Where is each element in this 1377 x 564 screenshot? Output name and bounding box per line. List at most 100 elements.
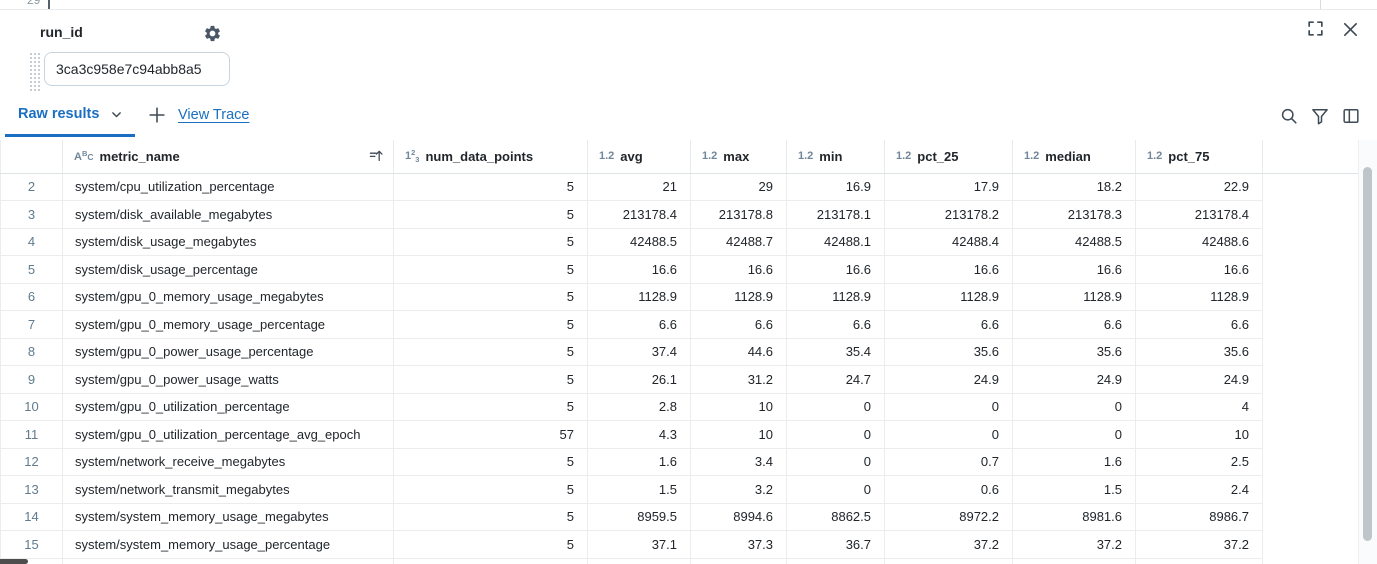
value-cell[interactable]: 6.6: [1135, 310, 1263, 339]
value-cell[interactable]: 8994.6: [690, 503, 787, 531]
close-icon[interactable]: [1340, 19, 1361, 40]
value-cell[interactable]: 36.7: [786, 530, 885, 559]
metric-name-cell[interactable]: system/gpu_0_utilization_percentage_avg_…: [62, 420, 394, 449]
value-cell[interactable]: 0.6: [884, 475, 1013, 504]
value-cell[interactable]: 1.6: [1012, 448, 1136, 476]
value-cell[interactable]: 5: [393, 255, 588, 284]
value-cell[interactable]: 5: [393, 530, 588, 559]
value-cell[interactable]: 5: [393, 228, 588, 256]
value-cell[interactable]: 1.5: [587, 475, 691, 504]
value-cell[interactable]: 24.9: [884, 365, 1013, 394]
metric-name-cell[interactable]: system/disk_available_megabytes: [62, 200, 394, 229]
value-cell[interactable]: 5: [393, 310, 588, 339]
value-cell[interactable]: 29: [690, 173, 787, 201]
metric-name-cell[interactable]: system/gpu_0_power_usage_watts: [62, 365, 394, 394]
value-cell[interactable]: 0: [786, 475, 885, 504]
value-cell[interactable]: 10: [690, 420, 787, 449]
value-cell[interactable]: 37.2: [1012, 530, 1136, 559]
row-number[interactable]: 11: [0, 420, 63, 449]
metric-name-cell[interactable]: system/gpu_0_memory_usage_percentage: [62, 310, 394, 339]
value-cell[interactable]: 213178.8: [690, 200, 787, 229]
value-cell[interactable]: 0: [786, 393, 885, 421]
value-cell[interactable]: 37.2: [884, 530, 1013, 559]
vertical-scrollbar-track[interactable]: [1358, 140, 1377, 564]
value-cell[interactable]: 10: [1135, 420, 1263, 449]
value-cell[interactable]: 26.1: [587, 365, 691, 394]
value-cell[interactable]: 16.6: [1135, 255, 1263, 284]
metric-name-cell[interactable]: system/disk_usage_percentage: [62, 255, 394, 284]
value-cell[interactable]: 35.6: [1135, 338, 1263, 366]
value-cell[interactable]: 6.6: [587, 310, 691, 339]
value-cell[interactable]: 37.4: [587, 338, 691, 366]
value-cell[interactable]: 8972.2: [884, 503, 1013, 531]
value-cell[interactable]: 42488.6: [1135, 228, 1263, 256]
value-cell[interactable]: 213178.2: [884, 200, 1013, 229]
row-number[interactable]: 3: [0, 200, 63, 229]
vertical-scrollbar-thumb[interactable]: [1363, 167, 1372, 541]
value-cell[interactable]: 16.6: [786, 255, 885, 284]
value-cell[interactable]: 17.9: [884, 173, 1013, 201]
metric-name-cell[interactable]: system/gpu_0_power_usage_percentage: [62, 338, 394, 366]
gear-icon[interactable]: [203, 24, 222, 43]
row-number[interactable]: 9: [0, 365, 63, 394]
value-cell[interactable]: 0: [786, 448, 885, 476]
columns-panel-icon[interactable]: [1341, 106, 1361, 126]
value-cell[interactable]: 0.7: [884, 448, 1013, 476]
metric-name-cell[interactable]: system/cpu_utilization_percentage: [62, 173, 394, 201]
value-cell[interactable]: 5: [393, 283, 588, 311]
value-cell[interactable]: 2.4: [1135, 475, 1263, 504]
column-header-max[interactable]: 1.2 max: [690, 140, 787, 174]
value-cell[interactable]: 1.5: [1012, 475, 1136, 504]
value-cell[interactable]: 8959.5: [587, 503, 691, 531]
row-number[interactable]: 5: [0, 255, 63, 284]
value-cell[interactable]: 24.7: [786, 365, 885, 394]
column-header-pct_75[interactable]: 1.2 pct_75: [1135, 140, 1263, 174]
metric-name-cell[interactable]: system/gpu_0_memory_usage_megabytes: [62, 283, 394, 311]
value-cell[interactable]: 0: [786, 420, 885, 449]
value-cell[interactable]: 42488.4: [884, 228, 1013, 256]
value-cell[interactable]: 35.4: [786, 338, 885, 366]
value-cell[interactable]: 2.8: [587, 393, 691, 421]
search-icon[interactable]: [1279, 106, 1299, 126]
value-cell[interactable]: 8986.7: [1135, 503, 1263, 531]
view-trace-link[interactable]: View Trace: [178, 107, 250, 123]
row-number[interactable]: 2: [0, 173, 63, 201]
value-cell[interactable]: 42488.5: [1012, 228, 1136, 256]
value-cell[interactable]: 213178.3: [1012, 200, 1136, 229]
run-id-input[interactable]: [44, 52, 230, 86]
value-cell[interactable]: 57: [393, 420, 588, 449]
value-cell[interactable]: 35.6: [884, 338, 1013, 366]
tab-raw-results[interactable]: Raw results: [18, 106, 123, 122]
metric-name-cell[interactable]: system/gpu_0_utilization_percentage: [62, 393, 394, 421]
value-cell[interactable]: 4.3: [587, 420, 691, 449]
value-cell[interactable]: 1.6: [587, 448, 691, 476]
drag-handle[interactable]: [29, 52, 41, 93]
metric-name-cell[interactable]: system/system_memory_usage_megabytes: [62, 503, 394, 531]
fullscreen-icon[interactable]: [1306, 19, 1325, 38]
row-number[interactable]: 15: [0, 530, 63, 559]
column-header-min[interactable]: 1.2 min: [786, 140, 885, 174]
value-cell[interactable]: 5: [393, 200, 588, 229]
value-cell[interactable]: 10: [690, 393, 787, 421]
value-cell[interactable]: 37.2: [1135, 530, 1263, 559]
value-cell[interactable]: 16.6: [690, 255, 787, 284]
row-number[interactable]: 6: [0, 283, 63, 311]
column-header-median[interactable]: 1.2 median: [1012, 140, 1136, 174]
row-number[interactable]: 10: [0, 393, 63, 421]
value-cell[interactable]: 6.6: [786, 310, 885, 339]
value-cell[interactable]: 22.9: [1135, 173, 1263, 201]
value-cell[interactable]: 0: [1012, 393, 1136, 421]
value-cell[interactable]: 44.6: [690, 338, 787, 366]
metric-name-cell[interactable]: system/network_receive_megabytes: [62, 448, 394, 476]
metric-name-cell[interactable]: system/disk_usage_megabytes: [62, 228, 394, 256]
value-cell[interactable]: 16.6: [884, 255, 1013, 284]
column-header-pct_25[interactable]: 1.2 pct_25: [884, 140, 1013, 174]
column-header-num_data_points[interactable]: 123 num_data_points: [393, 140, 588, 174]
value-cell[interactable]: 5: [393, 365, 588, 394]
value-cell[interactable]: 3.4: [690, 448, 787, 476]
value-cell[interactable]: 5: [393, 393, 588, 421]
row-number[interactable]: 8: [0, 338, 63, 366]
value-cell[interactable]: 213178.1: [786, 200, 885, 229]
value-cell[interactable]: 42488.1: [786, 228, 885, 256]
value-cell[interactable]: 8862.5: [786, 503, 885, 531]
